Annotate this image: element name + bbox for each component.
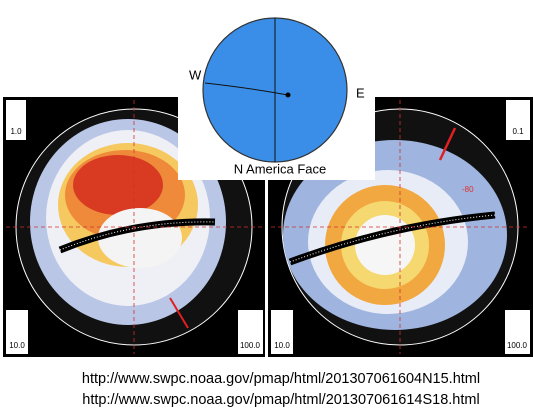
subsolar-point	[285, 92, 291, 98]
globe-panel: W E N America Face	[178, 0, 375, 180]
satellite-track-hatch	[289, 214, 496, 263]
satellite-track-hatch	[59, 221, 216, 251]
globe-caption: N America Face	[234, 161, 326, 176]
scale-box	[238, 310, 263, 354]
terminator-path	[204, 82, 289, 96]
scale-box	[271, 310, 293, 354]
oval-center	[98, 208, 182, 268]
latitude-label: -80	[462, 185, 474, 194]
scale-box	[6, 310, 28, 354]
scale-box	[6, 100, 26, 140]
scale-label: 1.0	[10, 127, 22, 136]
scale-box	[505, 310, 530, 354]
scale-label: 10.0	[274, 341, 290, 350]
scale-label: 10.0	[9, 341, 25, 350]
link-text: http://www.swpc.noaa.gov/pmap/html/20130…	[82, 392, 479, 408]
sun-arrow	[438, 127, 457, 161]
link-text: http://www.swpc.noaa.gov/pmap/html/20130…	[82, 371, 480, 387]
scale-box	[506, 100, 530, 140]
west-label: W	[189, 67, 202, 82]
scale-label: 0.1	[512, 127, 524, 136]
sun-arrow	[169, 297, 189, 329]
east-label: E	[356, 85, 365, 100]
scale-label: 100.0	[240, 341, 261, 350]
oval-center	[355, 215, 415, 275]
south-panel: -80 0.1 10.0 100.0	[268, 97, 533, 357]
scale-label: 100.0	[507, 341, 528, 350]
oval-red	[73, 155, 163, 215]
